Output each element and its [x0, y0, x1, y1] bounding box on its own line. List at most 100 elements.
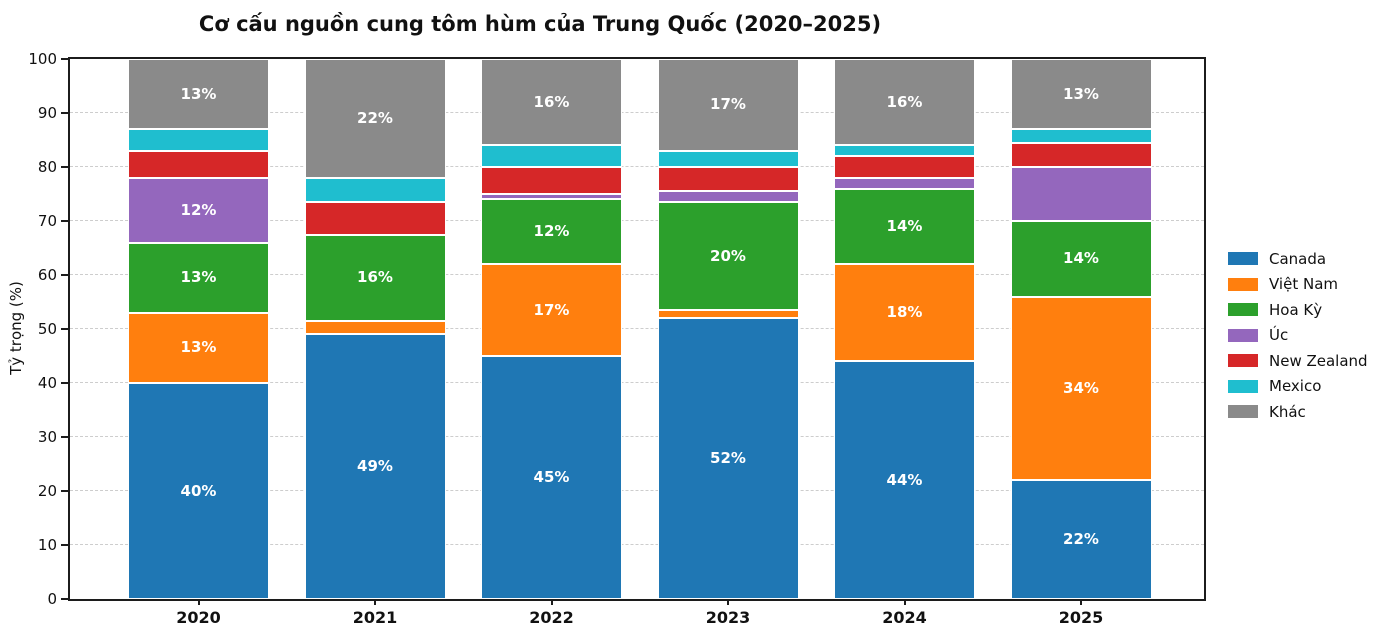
segment-value-label: 13%	[180, 338, 217, 357]
x-tick-label-2023: 2023	[705, 608, 751, 627]
legend-label: Úc	[1269, 326, 1289, 345]
y-tick-label-80: 80	[37, 158, 57, 176]
bar-2020: 40% 13% 13% 12% 13%	[128, 59, 269, 599]
y-tick-label-70: 70	[37, 212, 57, 230]
segment-value-label: 22%	[1063, 530, 1099, 549]
segment-value-label: 17%	[533, 300, 570, 319]
segment-value-label: 13%	[1063, 84, 1099, 103]
segment-value-label: 34%	[1063, 378, 1099, 397]
bar-segment-2022-Hoa Kỳ: 12%	[481, 199, 622, 265]
y-tick-0	[61, 598, 68, 600]
legend-label: Mexico	[1269, 377, 1322, 396]
x-tick-label-2020: 2020	[176, 608, 221, 627]
y-tick-100	[61, 58, 68, 60]
gridline-90	[70, 112, 1204, 113]
bar-segment-2023-Canada: 52%	[657, 318, 799, 599]
legend: Canada Việt Nam Hoa Kỳ Úc New Zealand Mexico K…	[1228, 246, 1368, 425]
bar-segment-2025-Khác: 13%	[1010, 59, 1152, 130]
bar-segment-2022-Khác: 16%	[481, 59, 622, 146]
bar-segment-2024-Khác: 16%	[834, 59, 975, 146]
segment-value-label: 20%	[710, 246, 746, 265]
legend-label: Canada	[1269, 249, 1327, 268]
x-tick-2020	[197, 600, 200, 605]
y-tick-30	[61, 436, 68, 438]
y-tick-label-0: 0	[47, 590, 57, 608]
bar-segment-2024-Việt Nam: 18%	[834, 264, 975, 362]
bar-segment-2021-Canada: 49%	[304, 334, 446, 599]
bar-2023: 52% 20% 17%	[657, 59, 799, 599]
gridline-30	[70, 436, 1204, 437]
y-tick-10	[61, 544, 68, 546]
gridline-40	[70, 382, 1204, 383]
y-tick-label-20: 20	[37, 482, 57, 500]
bar-segment-2020-Úc: 12%	[128, 177, 269, 243]
segment-value-label: 14%	[886, 216, 923, 235]
y-tick-label-100: 100	[28, 50, 57, 68]
chart-title: Cơ cấu nguồn cung tôm hùm của Trung Quốc…	[198, 12, 882, 36]
legend-swatch-icon	[1228, 405, 1258, 419]
bar-segment-2023-Hoa Kỳ: 20%	[657, 202, 799, 311]
legend-swatch-icon	[1228, 354, 1258, 368]
x-tick-label-2022: 2022	[529, 608, 574, 627]
gridline-50	[70, 328, 1204, 329]
segment-value-label: 52%	[710, 449, 746, 468]
y-tick-20	[61, 490, 68, 492]
x-tick-2022	[550, 600, 553, 605]
bar-segment-2022-Úc	[481, 194, 622, 200]
gridline-10	[70, 544, 1204, 545]
legend-item-Khác: Khác	[1228, 399, 1368, 425]
bar-segment-2022-New Zealand	[481, 167, 622, 195]
gridline-80	[70, 166, 1204, 167]
bar-segment-2020-Mexico	[128, 129, 269, 151]
y-tick-70	[61, 220, 68, 222]
segment-value-label: 17%	[710, 95, 746, 114]
legend-item-Canada: Canada	[1228, 246, 1368, 272]
bar-segment-2023-Mexico	[657, 150, 799, 168]
segment-value-label: 16%	[886, 92, 923, 111]
segment-value-label: 49%	[357, 457, 393, 476]
y-tick-label-50: 50	[37, 320, 57, 338]
y-tick-40	[61, 382, 68, 384]
bar-segment-2025-Canada: 22%	[1010, 480, 1152, 599]
y-tick-label-40: 40	[37, 374, 57, 392]
bar-segment-2025-Việt Nam: 34%	[1010, 296, 1152, 481]
legend-swatch-icon	[1228, 277, 1258, 291]
segment-value-label: 12%	[533, 222, 570, 241]
plot-area: 40% 13% 13% 12% 13% 49% 16% 22% 45% 17% 12% 16% 52% 2…	[68, 57, 1206, 601]
bar-segment-2023-Úc	[657, 191, 799, 203]
legend-item-New Zealand: New Zealand	[1228, 348, 1368, 374]
bar-segment-2022-Canada: 45%	[481, 356, 622, 599]
segment-value-label: 13%	[180, 84, 217, 103]
x-tick-2023	[727, 600, 729, 605]
legend-label: Hoa Kỳ	[1269, 300, 1323, 319]
segment-value-label: 45%	[533, 468, 570, 486]
bar-segment-2021-Khác: 22%	[304, 59, 446, 178]
x-tick-2021	[374, 600, 376, 605]
y-tick-label-10: 10	[37, 536, 57, 554]
gridline-70	[70, 220, 1204, 221]
legend-swatch-icon	[1228, 303, 1258, 317]
bar-segment-2024-Úc	[834, 177, 975, 189]
legend-swatch-icon	[1228, 252, 1258, 266]
bar-2024: 44% 18% 14% 16%	[834, 59, 975, 599]
legend-label: Khác	[1269, 402, 1306, 421]
x-tick-label-2024: 2024	[882, 608, 927, 627]
legend-item-Hoa Kỳ: Hoa Kỳ	[1228, 297, 1368, 323]
bar-segment-2025-Mexico	[1010, 129, 1152, 143]
y-tick-90	[61, 112, 68, 114]
segment-value-label: 18%	[886, 303, 923, 322]
bar-segment-2022-Mexico	[481, 145, 622, 168]
bar-segment-2021-Việt Nam	[304, 320, 446, 335]
gridline-60	[70, 274, 1204, 275]
bar-segment-2023-New Zealand	[657, 167, 799, 192]
bar-segment-2025-Úc	[1010, 167, 1152, 222]
bar-segment-2025-Hoa Kỳ: 14%	[1010, 221, 1152, 297]
segment-value-label: 13%	[180, 268, 217, 287]
bar-segment-2021-Mexico	[304, 177, 446, 203]
bar-segment-2023-Khác: 17%	[657, 59, 799, 151]
segment-value-label: 22%	[357, 108, 393, 127]
legend-item-Úc: Úc	[1228, 323, 1368, 349]
x-tick-label-2025: 2025	[1058, 608, 1104, 627]
x-tick-label-2021: 2021	[352, 608, 398, 627]
